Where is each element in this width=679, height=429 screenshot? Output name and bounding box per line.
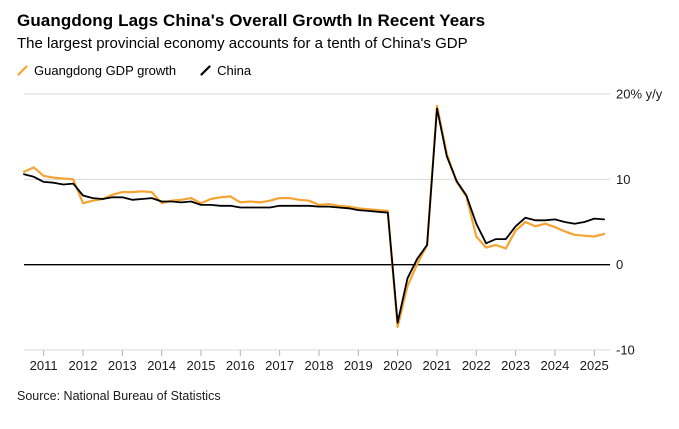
x-tick-label: 2024 [540,358,569,373]
legend-label-guangdong: Guangdong GDP growth [34,63,177,78]
x-tick-label: 2015 [187,358,216,373]
chart-header: Guangdong Lags China's Overall Growth In… [0,0,679,78]
china-line-swatch-icon [200,65,211,76]
y-tick-label: 20% y/y [616,87,663,102]
chart-legend: Guangdong GDP growth China [17,63,662,78]
y-tick-label: 0 [616,257,623,272]
y-tick-label: 10 [616,172,630,187]
legend-item-china: China [200,63,251,78]
source-note: Source: National Bureau of Statistics [17,389,221,403]
x-tick-label: 2018 [305,358,334,373]
x-tick-label: 2025 [580,358,609,373]
legend-label-china: China [217,63,252,78]
x-tick-label: 2011 [30,358,58,373]
guangdong-line-swatch-icon [17,65,28,76]
y-tick-label: -10 [616,343,635,358]
gdp-growth-line-chart: 20% y/y 10 0 -10 2011 2012 2013 2014 2015 2016 201… [22,87,663,373]
guangdong-series-line [22,104,606,329]
x-tick-label: 2019 [344,358,373,373]
chart-subtitle: The largest provincial economy accounts … [17,35,468,52]
x-tick-label: 2014 [147,358,176,373]
x-tick-label: 2017 [265,358,294,373]
x-tick-label: 2020 [383,358,412,373]
x-tick-label: 2021 [422,358,451,373]
x-tick-label: 2023 [501,358,530,373]
legend-item-guangdong: Guangdong GDP growth [17,63,176,78]
x-tick-label: 2022 [462,358,491,373]
x-tick-label: 2013 [108,358,137,373]
china-series-line [23,107,605,324]
x-tick-label: 2012 [69,358,98,373]
x-tick-label: 2016 [226,358,255,373]
chart-title: Guangdong Lags China's Overall Growth In… [17,11,486,30]
